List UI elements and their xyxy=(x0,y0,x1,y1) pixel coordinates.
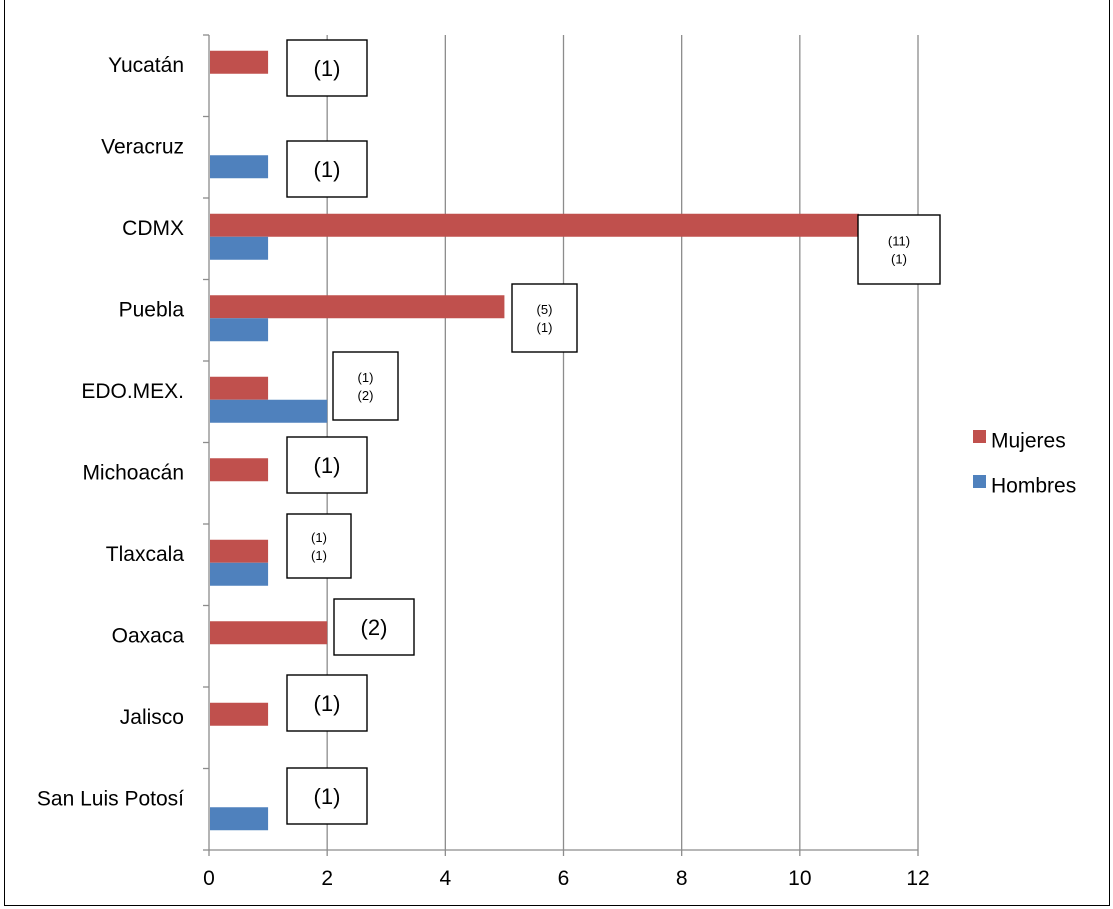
legend-swatch-mujeres xyxy=(973,430,986,443)
annotation-label: (1) xyxy=(314,784,341,809)
x-tick-label: 8 xyxy=(676,867,688,890)
annotation-label: (1) xyxy=(314,691,341,716)
axes: 0 2 4 6 8 10 12 Yucatán Veracruz CDMX Puebla EDO.ME… xyxy=(37,34,930,890)
legend-label: Hombres xyxy=(991,475,1076,498)
bar-mujeres xyxy=(210,295,505,319)
annotation-box xyxy=(286,140,368,198)
chart-frame xyxy=(4,0,1110,906)
annotation-label: (1) xyxy=(314,157,341,182)
annotation-label: (1) xyxy=(358,370,374,385)
bar-hombres xyxy=(210,155,269,179)
annotation-box xyxy=(286,674,368,732)
bars xyxy=(210,50,859,831)
annotation-label: (1) xyxy=(311,548,327,563)
bar-mujeres xyxy=(210,376,269,400)
bar-mujeres xyxy=(210,702,269,726)
category-label: Yucatán xyxy=(108,54,184,77)
bar-hombres xyxy=(210,318,269,342)
annotation-label: (2) xyxy=(361,615,388,640)
category-label: EDO.MEX. xyxy=(81,380,184,403)
annotation-label: (1) xyxy=(891,252,907,267)
annotation-box xyxy=(286,39,368,97)
annotation-box xyxy=(286,436,368,494)
annotation-box xyxy=(286,513,352,579)
bar-mujeres xyxy=(210,213,859,237)
category-label: Jalisco xyxy=(120,706,184,729)
annotation-label: (1) xyxy=(537,320,553,335)
x-tick-label: 6 xyxy=(558,867,570,890)
bar-hombres xyxy=(210,807,269,831)
category-label: CDMX xyxy=(122,217,184,240)
annotation-box xyxy=(332,351,399,421)
annotation-box xyxy=(857,214,941,285)
x-tick-label: 4 xyxy=(439,867,451,890)
category-label: Veracruz xyxy=(101,135,184,158)
bar-hombres xyxy=(210,562,269,586)
annotation-box xyxy=(511,283,578,353)
x-tick-label: 12 xyxy=(906,867,929,890)
bar-mujeres xyxy=(210,539,269,563)
annotation-box xyxy=(286,767,368,825)
category-label: Tlaxcala xyxy=(106,543,185,566)
x-tick-label: 2 xyxy=(321,867,333,890)
grid-lines xyxy=(326,35,919,850)
bar-mujeres xyxy=(210,458,269,482)
legend: Mujeres Hombres xyxy=(973,430,1076,498)
annotation-label: (1) xyxy=(311,530,327,545)
x-tick-label: 10 xyxy=(788,867,811,890)
legend-swatch-hombres xyxy=(973,475,986,488)
bar-mujeres xyxy=(210,621,328,645)
annotation-label: (1) xyxy=(314,56,341,81)
annotation-label: (11) xyxy=(888,234,910,249)
bar-hombres xyxy=(210,236,269,260)
legend-label: Mujeres xyxy=(991,430,1066,453)
bar-mujeres xyxy=(210,50,269,74)
category-label: Michoacán xyxy=(82,461,184,484)
x-tick-label: 0 xyxy=(203,867,215,890)
annotation-box xyxy=(333,598,415,656)
annotation-label: (2) xyxy=(358,388,374,403)
annotation-label: (1) xyxy=(314,453,341,478)
category-label: Puebla xyxy=(119,298,185,321)
category-label: San Luis Potosí xyxy=(37,787,184,810)
bar-hombres xyxy=(210,399,328,423)
annotation-label: (5) xyxy=(537,302,553,317)
category-label: Oaxaca xyxy=(112,624,185,647)
annotations: (1) (1) (11) (1) (5) (1) (1) (2) (1) (1) (1) (2) (1)… xyxy=(286,39,941,825)
